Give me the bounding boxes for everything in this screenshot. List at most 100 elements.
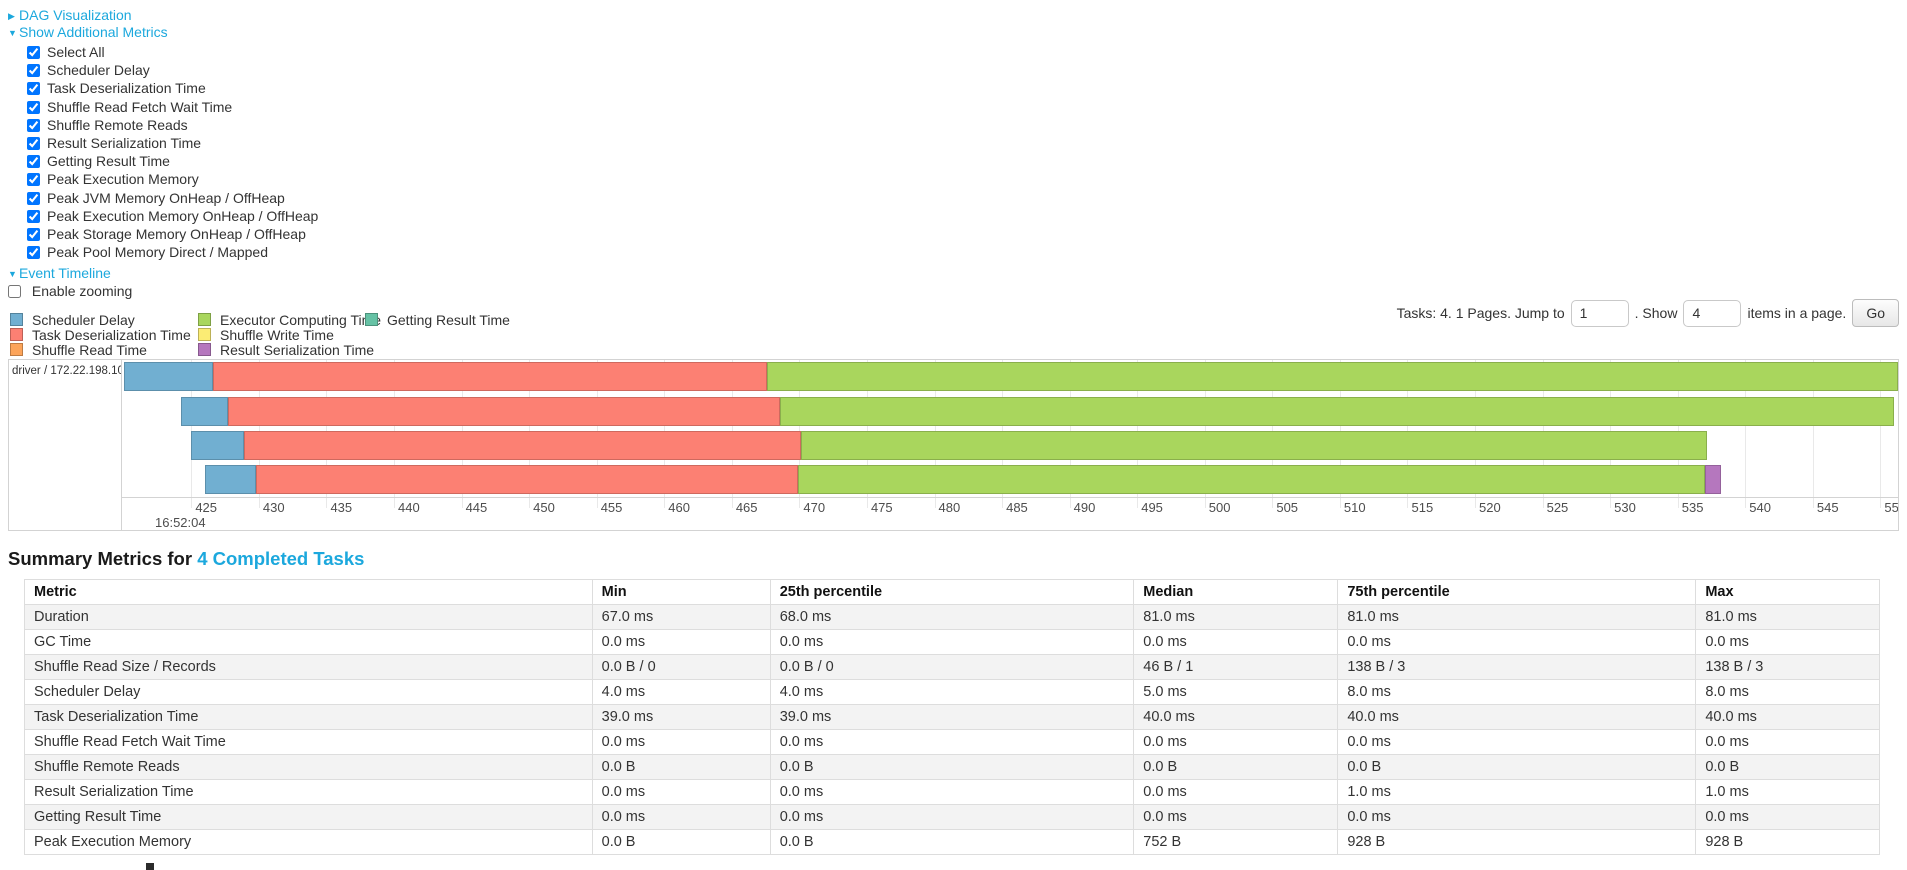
timeline-task-row <box>122 465 1898 495</box>
table-body: Duration 67.0 ms 68.0 ms 81.0 ms 81.0 ms 81.0… <box>24 604 1880 856</box>
axis-tick <box>934 498 936 509</box>
timeline-segment-executor-computing[interactable] <box>766 362 1898 392</box>
timeline-segment-scheduler-delay[interactable] <box>191 431 244 461</box>
table-cell: 0.0 B / 0 <box>769 654 1135 681</box>
legend-label: Task Deserialization Time <box>32 326 191 343</box>
timeline-segment-task-deserialization[interactable] <box>256 465 799 495</box>
axis-tick-label: 490 <box>1073 500 1096 516</box>
timeline-segment-executor-computing[interactable] <box>800 431 1708 461</box>
axis-tick <box>731 498 733 509</box>
table-column-header: Metric <box>24 579 593 606</box>
items-per-page-input[interactable] <box>1683 299 1742 327</box>
metric-checkbox[interactable] <box>27 209 40 223</box>
table-cell: 68.0 ms <box>769 604 1135 631</box>
table-cell: Result Serialization Time <box>24 779 593 806</box>
table-cell: 0.0 B <box>1695 754 1880 781</box>
axis-tick-label: 520 <box>1479 500 1501 516</box>
legend-label: Shuffle Write Time <box>220 326 334 343</box>
table-cell: 0.0 ms <box>769 729 1135 756</box>
axis-tick <box>1475 498 1477 509</box>
table-cell: GC Time <box>24 629 593 656</box>
metric-checkbox-label: Scheduler Delay <box>47 62 150 79</box>
metric-checkbox-label: Result Serialization Time <box>47 135 202 152</box>
metric-checkbox[interactable] <box>27 46 40 59</box>
timeline-segment-scheduler-delay[interactable] <box>123 362 213 392</box>
timeline-segment-scheduler-delay[interactable] <box>180 397 228 427</box>
timeline-segment-result-serialization[interactable] <box>1704 465 1721 495</box>
table-cell: 67.0 ms <box>591 604 771 631</box>
show-additional-metrics-link[interactable]: Show Additional Metrics <box>19 24 168 40</box>
axis-tick-label: 475 <box>870 500 893 516</box>
completed-tasks-link[interactable]: 4 Completed Tasks <box>197 548 365 570</box>
axis-tick-label: 540 <box>1749 500 1771 516</box>
axis-gridline <box>1204 360 1206 498</box>
table-cell: 0.0 ms <box>1133 629 1339 656</box>
axis-gridline <box>1069 360 1071 498</box>
metric-checkbox-item: Result Serialization Time <box>27 134 1899 152</box>
timeline-segment-executor-computing[interactable] <box>798 465 1705 495</box>
metric-checkbox[interactable] <box>27 100 40 114</box>
timeline-segment-task-deserialization[interactable] <box>212 362 767 392</box>
timeline-segment-task-deserialization[interactable] <box>244 431 801 461</box>
metric-checkbox[interactable] <box>27 246 40 260</box>
table-cell: 40.0 ms <box>1133 704 1339 731</box>
jump-to-page-input[interactable] <box>1570 299 1629 327</box>
timeline-segment-executor-computing[interactable] <box>780 397 1894 427</box>
legend-column: Executor Computing Time Shuffle Write Tim… <box>196 312 381 358</box>
go-button[interactable]: Go <box>1852 299 1899 328</box>
metric-checkbox-label: Peak Execution Memory OnHeap / OffHeap <box>47 207 319 224</box>
table-cell: 0.0 B <box>769 754 1135 781</box>
enable-zooming-checkbox[interactable] <box>8 285 21 299</box>
table-cell: 0.0 B / 0 <box>591 654 771 681</box>
axis-tick <box>1610 498 1612 509</box>
table-cell: Shuffle Read Size / Records <box>24 654 593 681</box>
table-cell: 0.0 ms <box>1133 804 1339 831</box>
legend-item: Shuffle Read Time <box>8 342 196 358</box>
axis-gridline <box>394 360 395 498</box>
axis-tick <box>394 498 395 509</box>
table-cell: 0.0 ms <box>1337 629 1697 656</box>
legend-label: Scheduler Delay <box>32 311 135 328</box>
table-cell: 81.0 ms <box>1695 604 1880 631</box>
event-timeline-link[interactable]: Event Timeline <box>19 265 111 282</box>
show-additional-metrics-toggle[interactable]: ▼ Show Additional Metrics <box>8 24 1899 41</box>
axis-tick <box>1677 498 1679 509</box>
table-cell: Scheduler Delay <box>24 679 593 706</box>
axis-tick-label: 530 <box>1614 500 1636 516</box>
dag-visualization-link[interactable]: DAG Visualization <box>19 7 132 23</box>
event-timeline-toggle[interactable]: ▼ Event Timeline <box>8 265 1899 282</box>
axis-tick <box>596 498 598 509</box>
metric-checkbox-label: Shuffle Read Fetch Wait Time <box>47 98 233 115</box>
metric-checkbox[interactable] <box>27 155 40 169</box>
metric-checkbox[interactable] <box>27 82 40 96</box>
legend-swatch-icon <box>10 328 23 342</box>
axis-tick-label: 435 <box>330 500 353 516</box>
metric-checkbox-item: Getting Result Time <box>27 152 1899 170</box>
timeline-group-label: driver / 172.22.198.104 <box>12 365 121 378</box>
metric-checkbox[interactable] <box>27 228 40 242</box>
axis-gridline <box>1542 360 1544 498</box>
chevron-right-icon: ▶ <box>8 11 15 21</box>
dag-visualization-toggle[interactable]: ▶ DAG Visualization <box>8 7 1899 24</box>
axis-tick-label: 510 <box>1343 500 1366 516</box>
axis-tick <box>1880 498 1882 509</box>
metric-checkbox[interactable] <box>27 173 40 187</box>
table-cell: 0.0 ms <box>1695 629 1880 656</box>
timeline-segment-scheduler-delay[interactable] <box>204 465 257 495</box>
metric-checkbox[interactable] <box>27 191 40 205</box>
metric-checkbox[interactable] <box>27 137 40 151</box>
table-cell: Shuffle Remote Reads <box>24 754 593 781</box>
table-cell: 0.0 ms <box>1133 729 1339 756</box>
metric-checkbox[interactable] <box>27 64 40 78</box>
axis-gridline <box>1880 360 1882 498</box>
timeline-legend-bar: Scheduler Delay Task Deserialization Time… <box>8 299 1899 358</box>
timeline-task-row <box>122 362 1898 392</box>
table-cell: Task Deserialization Time <box>24 704 593 731</box>
metric-checkbox[interactable] <box>27 118 40 132</box>
table-cell: 0.0 ms <box>591 629 771 656</box>
timeline-segment-task-deserialization[interactable] <box>227 397 781 427</box>
table-cell: 81.0 ms <box>1133 604 1339 631</box>
summary-title-prefix: Summary Metrics for <box>8 548 198 570</box>
axis-gridline <box>866 360 868 498</box>
